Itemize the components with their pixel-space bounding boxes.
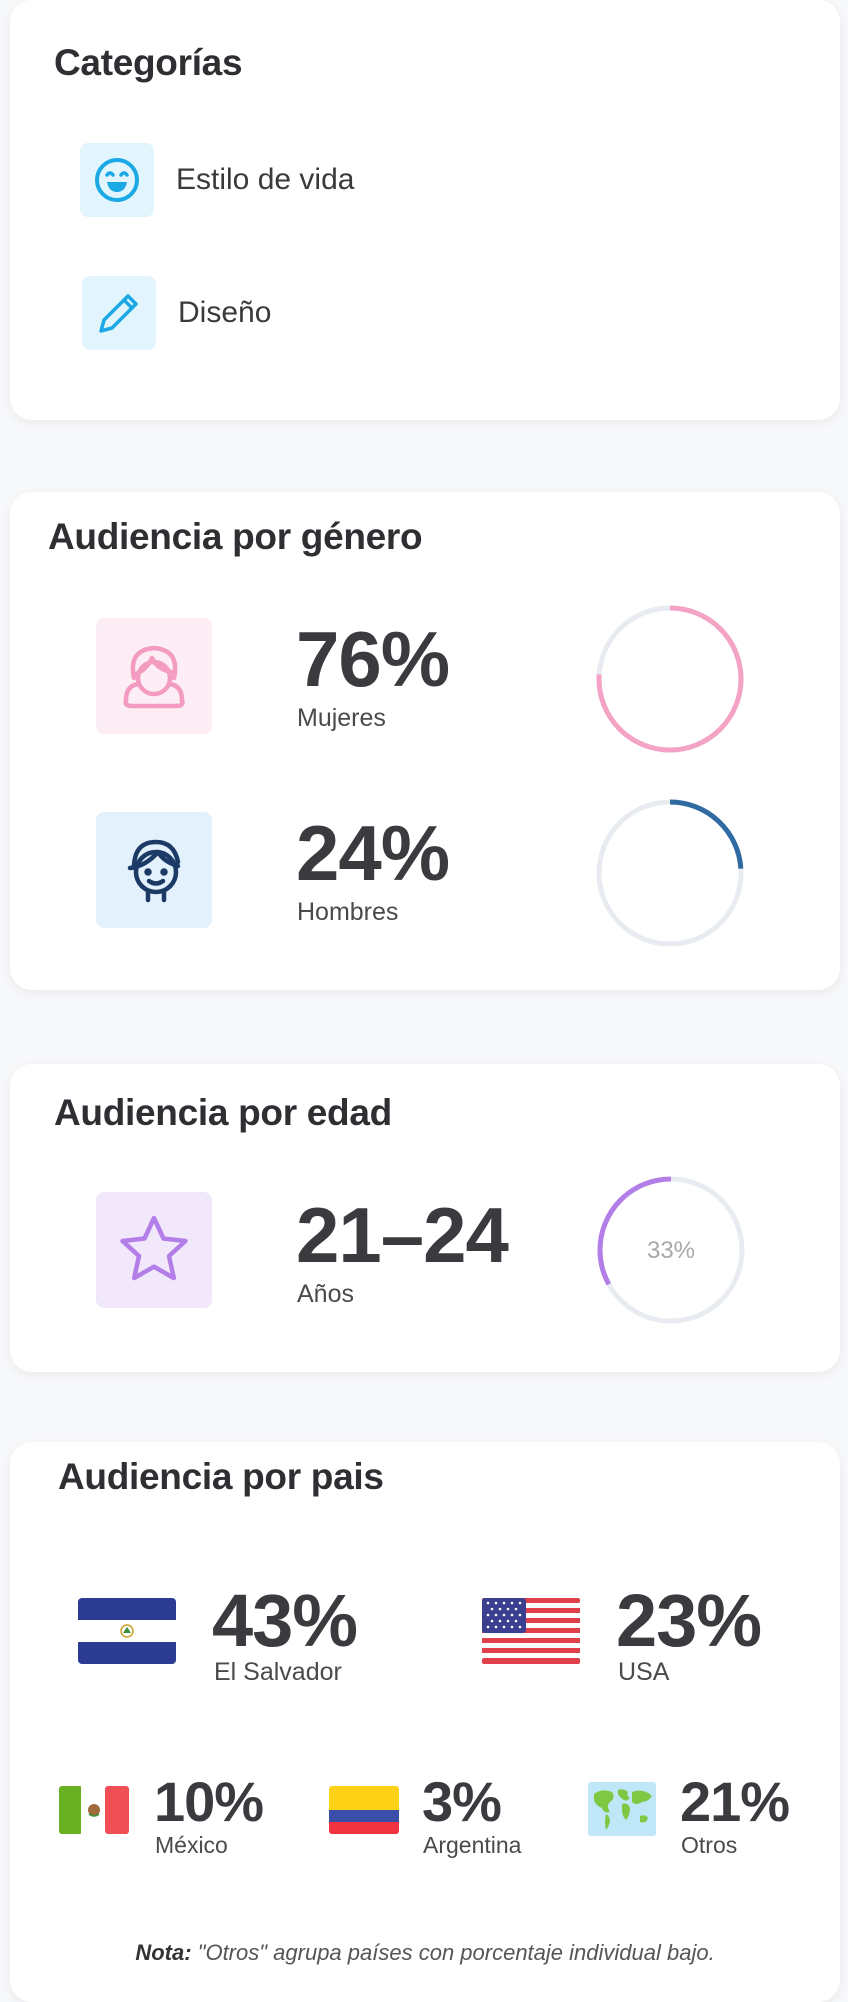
categories-card: Categorías Estilo de vida Diseño xyxy=(10,0,840,420)
country-percentage: 43% xyxy=(212,1579,358,1662)
category-label: Diseño xyxy=(178,296,272,329)
country-note: Nota: "Otros" agrupa países con porcenta… xyxy=(10,1940,840,1966)
age-title: Audiencia por edad xyxy=(54,1092,392,1133)
colombia-flag xyxy=(329,1786,399,1834)
age-range-value: 21–24 xyxy=(296,1191,509,1279)
age-progress-ring: 33% xyxy=(597,1176,745,1324)
category-item-design[interactable]: Diseño xyxy=(82,276,271,350)
age-percentage-label: 33% xyxy=(647,1237,695,1264)
men-progress-ring xyxy=(596,799,744,947)
age-card: Audiencia por edad 21–24 Años 33% xyxy=(10,1064,840,1372)
age-label: Años xyxy=(297,1280,354,1308)
country-percentage: 3% xyxy=(422,1770,502,1833)
country-label: El Salvador xyxy=(214,1658,342,1686)
country-percentage: 21% xyxy=(680,1770,790,1833)
note-text: "Otros" agrupa países con porcentaje ind… xyxy=(191,1940,715,1965)
country-percentage: 23% xyxy=(616,1579,762,1662)
country-label: USA xyxy=(618,1658,670,1686)
category-item-lifestyle[interactable]: Estilo de vida xyxy=(80,143,354,217)
men-percentage: 24% xyxy=(296,809,450,897)
category-label: Estilo de vida xyxy=(176,163,355,196)
man-icon xyxy=(96,812,212,928)
note-label: Nota: xyxy=(135,1940,192,1965)
mexico-flag xyxy=(59,1786,129,1834)
woman-icon xyxy=(96,618,212,734)
women-progress-ring xyxy=(596,605,744,753)
country-percentage: 10% xyxy=(154,1770,264,1833)
country-label: Otros xyxy=(681,1832,738,1858)
star-icon xyxy=(96,1192,212,1308)
women-label: Mujeres xyxy=(297,704,386,732)
categories-title: Categorías xyxy=(54,42,243,83)
usa-flag xyxy=(482,1598,580,1664)
men-label: Hombres xyxy=(297,898,399,926)
gender-card: Audiencia por género 76% Mujeres xyxy=(10,492,840,990)
pencil-icon xyxy=(82,276,156,350)
women-percentage: 76% xyxy=(296,615,450,703)
world-map-icon xyxy=(588,1782,656,1836)
country-card: Audiencia por pais 43% El Salvador 23% U… xyxy=(10,1442,840,2002)
gender-title: Audiencia por género xyxy=(48,516,423,557)
smile-icon xyxy=(80,143,154,217)
country-label: México xyxy=(155,1832,228,1858)
country-title: Audiencia por pais xyxy=(58,1456,384,1497)
country-label: Argentina xyxy=(423,1832,522,1858)
el-salvador-flag xyxy=(78,1598,176,1664)
